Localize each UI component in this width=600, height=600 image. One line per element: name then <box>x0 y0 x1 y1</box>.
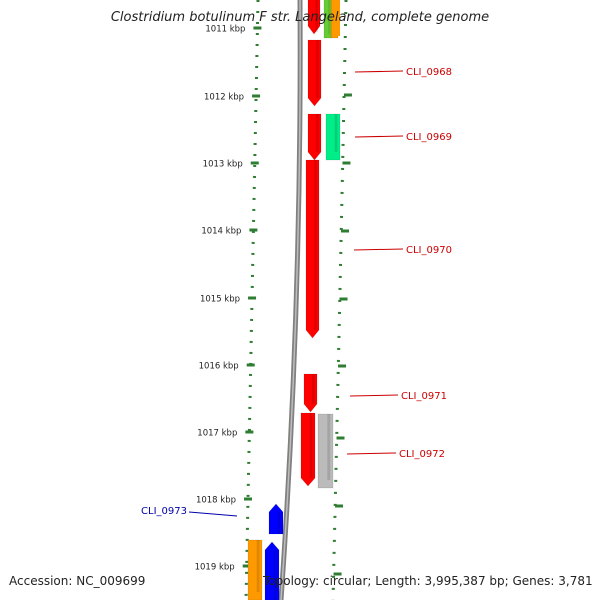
genome-backbone-highlight <box>280 0 301 600</box>
gene-accent-orange <box>334 0 340 36</box>
outer-ring-tick <box>343 93 352 97</box>
gene-shading <box>256 540 260 592</box>
label-leader-line <box>188 511 238 517</box>
gene-arrow <box>317 413 334 489</box>
genome-backbone <box>278 0 303 600</box>
tick-label: 1015 kbp <box>200 295 240 305</box>
gene-cli-0973 <box>268 503 284 535</box>
outer-ring-tick <box>338 364 347 368</box>
tick-label: 1012 kbp <box>204 93 244 103</box>
ruler-tick <box>252 94 261 98</box>
gene-shading <box>273 550 277 600</box>
gene-label-cli-0973: CLI_0973 <box>141 506 187 517</box>
gene-shading <box>328 0 330 34</box>
gene-arrow <box>323 0 332 39</box>
outer-ring-tick <box>340 229 349 233</box>
gene-label-cli-0970: CLI_0970 <box>406 245 452 256</box>
gene-arrow <box>307 0 321 35</box>
ruler-tick <box>249 228 258 232</box>
ruler-tick <box>245 430 254 434</box>
tick-label: 1014 kbp <box>201 227 241 237</box>
gene-cli-0972 <box>300 412 316 487</box>
gene-arrow <box>247 539 263 600</box>
genome-summary: Topology: circular; Length: 3,995,387 bp… <box>263 574 593 588</box>
tick-label: 1016 kbp <box>199 362 239 372</box>
ruler-ring-inner <box>244 0 260 600</box>
gene-shading <box>316 40 319 98</box>
tick-label: 1017 kbp <box>197 429 237 439</box>
label-leader-line <box>354 135 404 138</box>
gene-shading <box>315 0 318 32</box>
outer-ring-tick <box>339 297 348 301</box>
gene-label-cli-0971: CLI_0971 <box>401 391 447 402</box>
ruler-tick <box>248 296 257 300</box>
gene-shading <box>309 413 313 478</box>
tick-label: 1018 kbp <box>196 496 236 506</box>
label-leader-line <box>354 70 404 73</box>
ruler-tick <box>250 161 259 165</box>
gene-shading <box>277 512 281 534</box>
gene-arrow <box>264 541 280 600</box>
gene-label-cli-0968: CLI_0968 <box>406 67 452 78</box>
gene-shading <box>316 114 319 152</box>
gene-cli-0971 <box>303 373 318 413</box>
gene-shading <box>334 114 338 152</box>
accession-label: Accession: NC_009699 <box>9 574 146 588</box>
label-leader-line <box>349 394 399 397</box>
outer-ring-tick <box>333 572 342 576</box>
gene-cli-0968 <box>307 39 322 107</box>
gene-label-cli-0969: CLI_0969 <box>406 132 452 143</box>
outer-ring-tick <box>336 436 345 440</box>
gene-shading <box>314 160 317 330</box>
ruler-tick <box>246 363 255 367</box>
ruler-tick <box>242 564 251 568</box>
ruler-tick <box>244 497 253 501</box>
outer-ring-tick <box>335 504 344 508</box>
tick-label: 1013 kbp <box>203 160 243 170</box>
gene-shading <box>312 374 315 404</box>
label-leader-line <box>346 452 397 455</box>
tick-label: 1019 kbp <box>195 563 235 573</box>
label-leader-line <box>353 248 404 251</box>
gene-cli-0969 <box>307 113 322 161</box>
gene-arrow <box>325 113 341 161</box>
gene-shading <box>327 414 331 480</box>
tick-label: 1011 kbp <box>205 25 245 35</box>
gene-cli-0970 <box>305 159 320 339</box>
map-title: Clostridium botulinum F str. Langeland, … <box>110 10 490 25</box>
gene-label-cli-0972: CLI_0972 <box>399 449 445 460</box>
ruler-tick <box>253 26 262 30</box>
outer-ring-tick <box>342 161 351 165</box>
